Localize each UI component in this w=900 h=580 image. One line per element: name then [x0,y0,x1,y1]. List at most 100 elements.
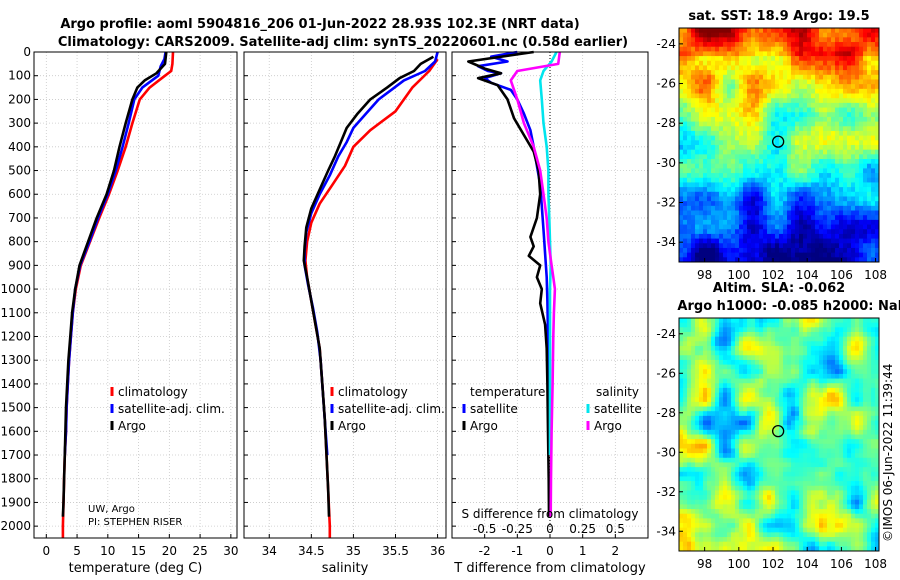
map-cell [679,32,684,38]
map-cell [799,182,804,188]
map-cell [763,331,768,338]
map-cell [803,373,808,380]
map-cell [871,107,876,113]
map-cell [707,485,712,491]
map-cell [787,70,792,76]
map-cell [807,322,812,328]
map-cell [811,46,816,52]
map-cell [847,331,852,338]
map-cell [779,159,784,165]
map-cell [827,182,832,188]
map-cell [847,471,852,477]
map-cell [699,84,704,90]
map-cell [763,93,768,99]
map-cell [787,233,792,240]
map-cell [739,453,744,459]
map-cell [819,341,824,347]
map-cell [771,457,776,463]
map-cell [823,387,828,394]
map-cell [759,84,764,90]
map-cell [759,247,764,254]
map-cell [855,74,860,80]
map-cell [723,219,728,226]
map-cell [759,481,764,487]
map-cell [827,205,832,212]
map-cell [771,499,776,505]
map-cell [775,331,780,338]
map-cell [759,373,764,380]
map-cell [687,98,692,104]
map-cell [699,37,704,43]
map-cell [707,107,712,113]
map-cell [875,387,880,394]
map-cell [743,434,748,440]
map-cell [763,135,768,141]
map-cell [691,471,696,477]
map-cell [735,32,740,38]
map-cell [727,490,732,496]
map-cell [871,79,876,85]
map-cell [875,215,880,221]
map-cell [807,145,812,151]
map-cell [723,182,728,188]
map-cell [783,420,788,426]
map-cell [787,327,792,333]
map-cell [787,149,792,155]
map-cell [823,420,828,426]
map-cell [775,247,780,254]
xtick-label: 35.5 [382,544,409,558]
map-cell [811,84,816,90]
map-cell [703,345,708,352]
map-cell [679,229,684,235]
map-cell [875,397,880,403]
map-cell [687,107,692,113]
map-cell [815,518,820,524]
map-cell [859,126,864,132]
map-cell [683,42,688,48]
map-cell [859,457,864,463]
map-cell [723,126,728,132]
map-cell [871,443,876,449]
map-cell [843,238,848,244]
map-cell [875,401,880,408]
map-cell [739,383,744,389]
map-cell [723,56,728,62]
map-cell [759,322,764,328]
map-cell [811,392,816,398]
map-cell [707,196,712,202]
map-cell [775,149,780,155]
map-cell [699,434,704,440]
map-cell [823,504,828,510]
map-cell [851,457,856,463]
map-cell [743,42,748,48]
map-cell [831,79,836,85]
map-cell [871,369,876,375]
map-cell [691,135,696,141]
map-cell [831,191,836,197]
map-cell [787,476,792,482]
map-cell [755,504,760,510]
map-cell [855,318,860,324]
map-cell [763,341,768,347]
map-cell [847,84,852,90]
map-cell [687,471,692,477]
map-cell [751,79,756,85]
map-cell [831,112,836,118]
map-cell [867,88,872,95]
map-cell [755,485,760,491]
map-cell [735,341,740,347]
map-cell [819,397,824,403]
map-cell [863,238,868,244]
map-cell [787,457,792,463]
map-cell [775,205,780,212]
map-cell [707,163,712,169]
map-cell [695,65,700,71]
map-cell [839,373,844,380]
map-cell [703,397,708,403]
map-cell [851,425,856,431]
map-cell [687,518,692,524]
map-cell [683,46,688,52]
map-cell [831,373,836,380]
map-cell [807,462,812,468]
xtick-label: 0 [42,544,50,558]
